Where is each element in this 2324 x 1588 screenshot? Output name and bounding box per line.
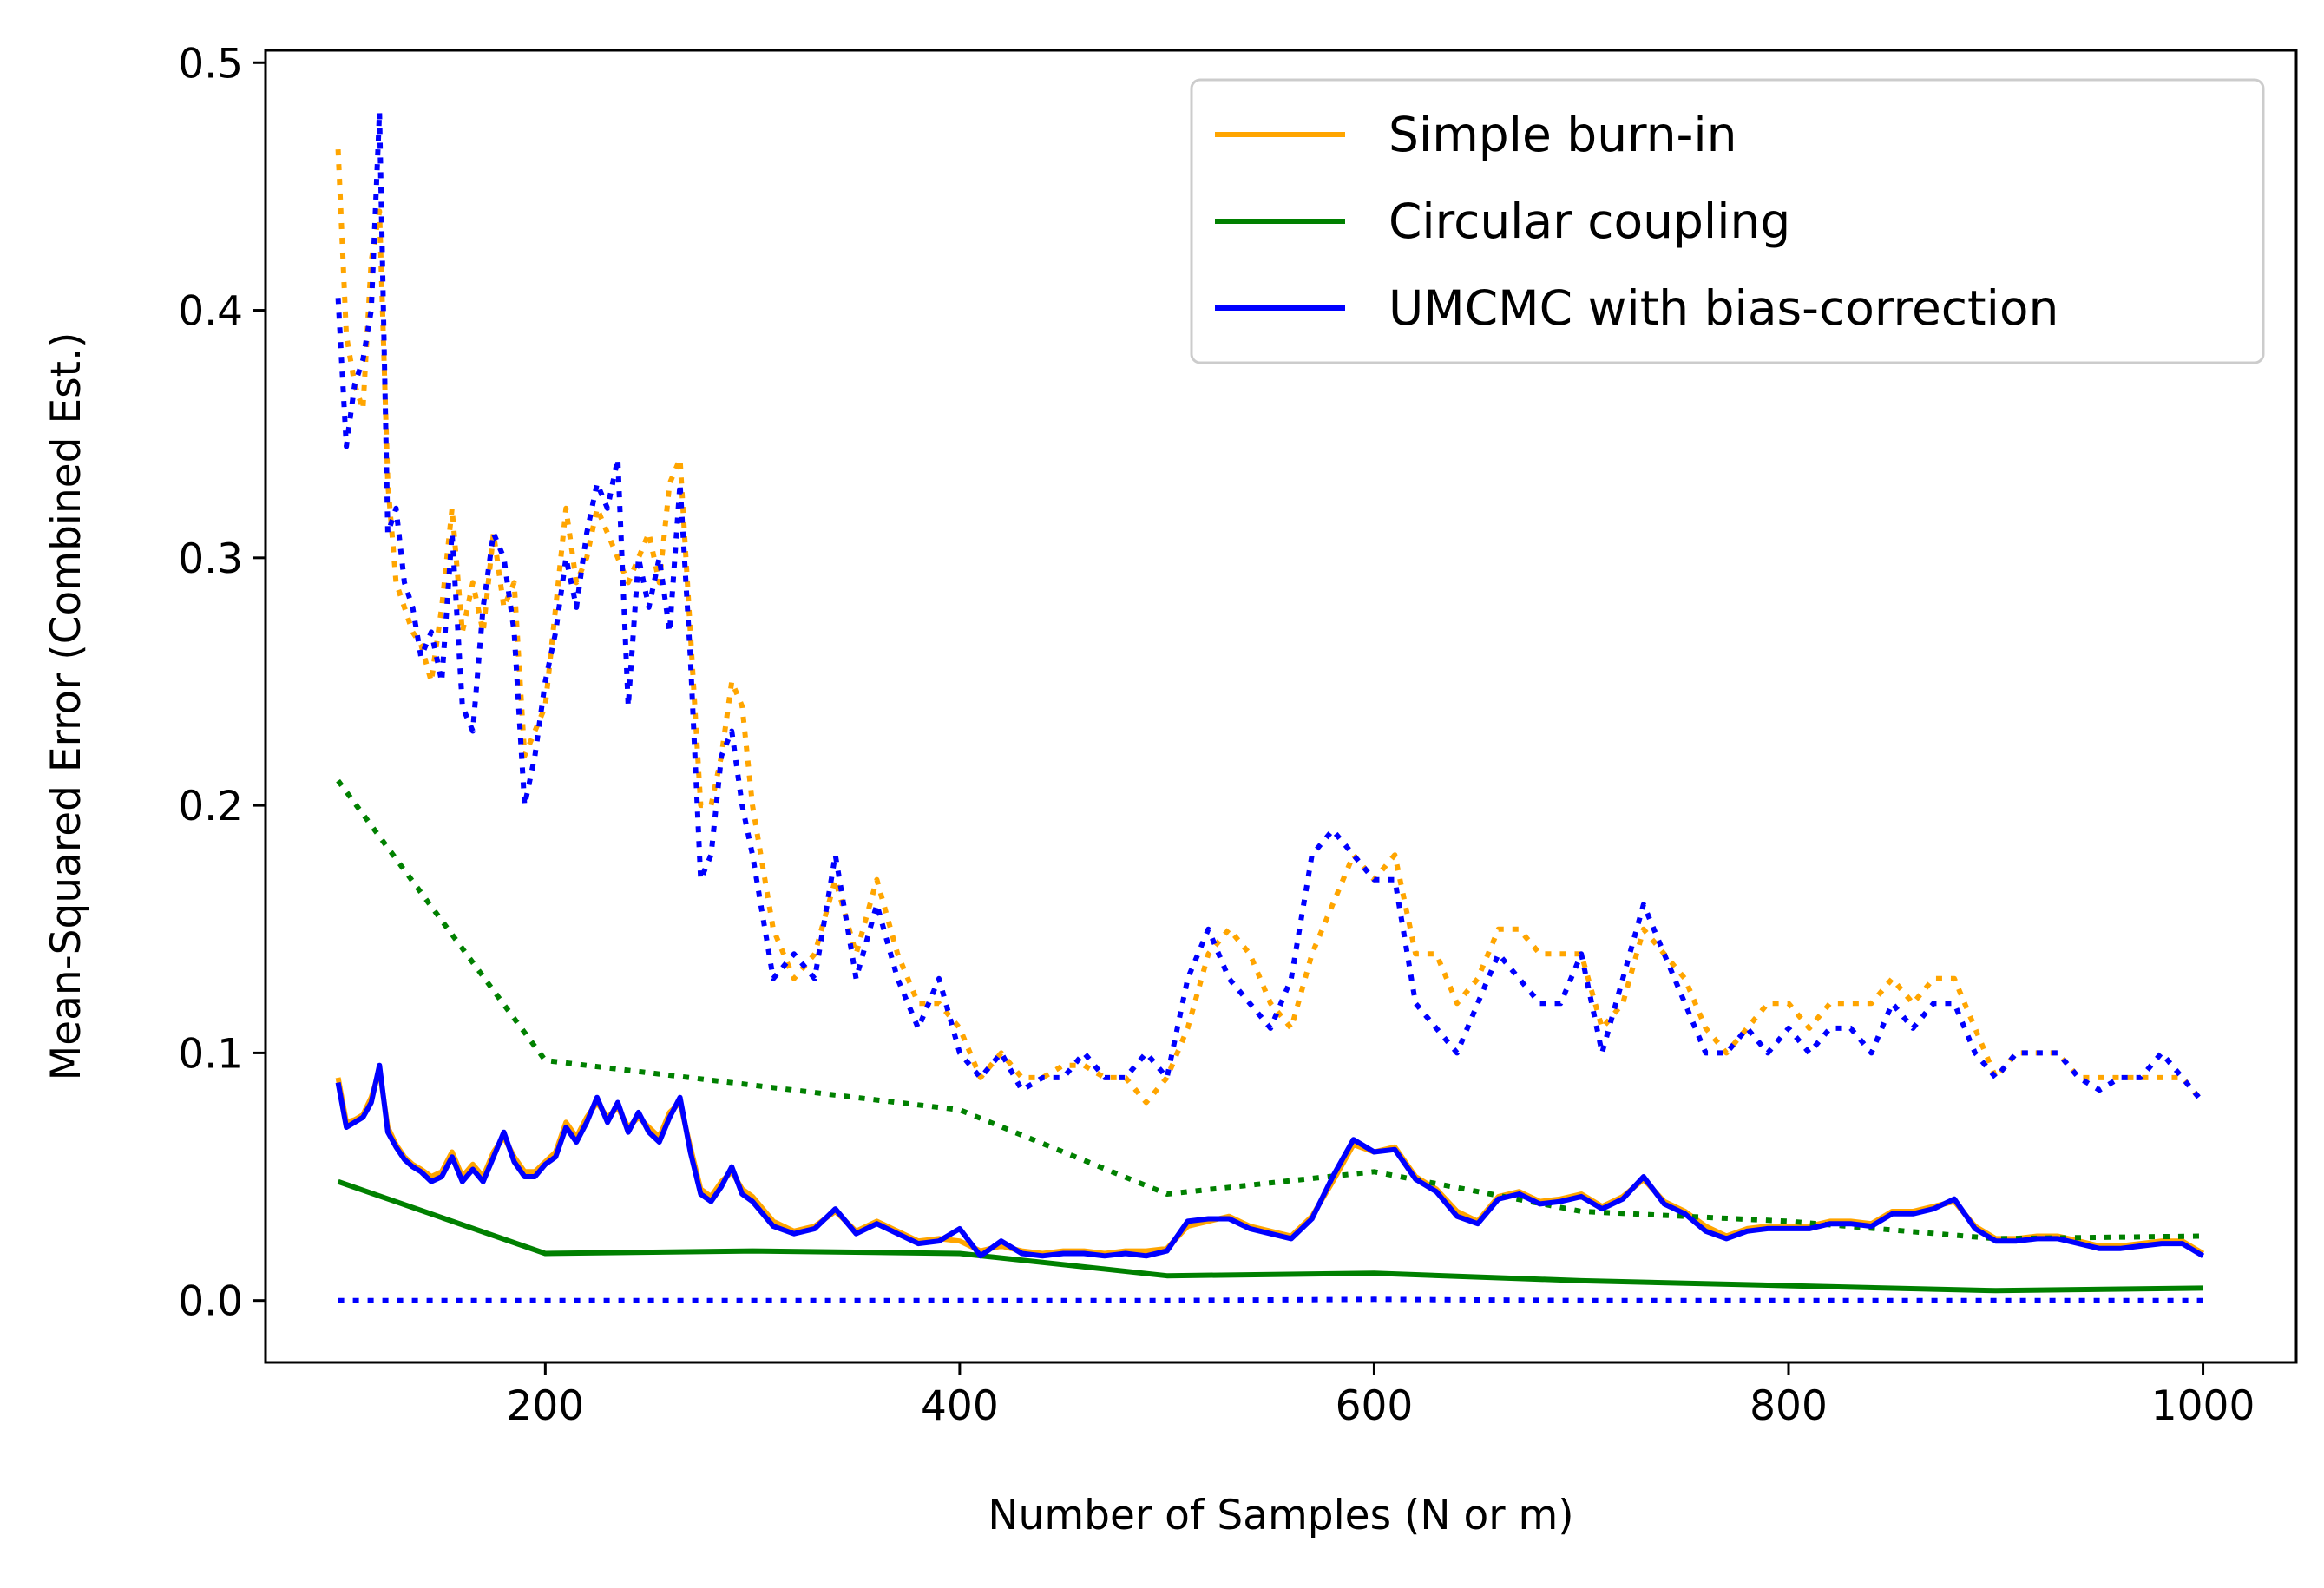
y-axis: 0.0 0.1 0.2 0.3 0.4 0.5 (178, 40, 266, 1326)
legend: Simple burn-in Circular coupling UMCMC w… (1190, 78, 2265, 364)
legend-label-simple-burn-in: Simple burn-in (1388, 107, 1737, 162)
x-tick-label: 1000 (2151, 1382, 2255, 1430)
series-line-1 (335, 148, 2205, 1106)
series-line-6 (335, 1062, 2205, 1259)
x-tick-label: 800 (1750, 1382, 1828, 1430)
x-tick-label: 400 (921, 1382, 999, 1430)
y-tick-label: 0.3 (178, 535, 243, 583)
x-tick-label: 600 (1336, 1382, 1414, 1430)
series-line-4 (337, 1178, 2203, 1294)
y-tick-label: 0.1 (178, 1030, 243, 1078)
x-axis: 200 400 600 800 1000 (506, 1362, 2255, 1430)
y-tick-label: 0.0 (178, 1278, 243, 1326)
y-tick-label: 0.2 (178, 783, 243, 830)
legend-label-umcmc: UMCMC with bias-correction (1388, 280, 2058, 336)
legend-label-circular-coupling: Circular coupling (1388, 194, 1790, 249)
series-line-5 (335, 109, 2205, 1105)
series-layer (335, 109, 2205, 1303)
y-axis-label: Mean-Squared Error (Combined Est.) (43, 332, 90, 1081)
y-tick-label: 0.5 (178, 40, 243, 88)
legend-box (1190, 78, 2265, 364)
y-tick-label: 0.4 (178, 288, 243, 336)
series-line-3 (336, 778, 2203, 1242)
plot-frame (264, 49, 2298, 1364)
x-tick-label: 200 (506, 1382, 584, 1430)
x-axis-label: Number of Samples (N or m) (988, 1492, 1573, 1539)
series-line-7 (338, 1296, 2203, 1303)
